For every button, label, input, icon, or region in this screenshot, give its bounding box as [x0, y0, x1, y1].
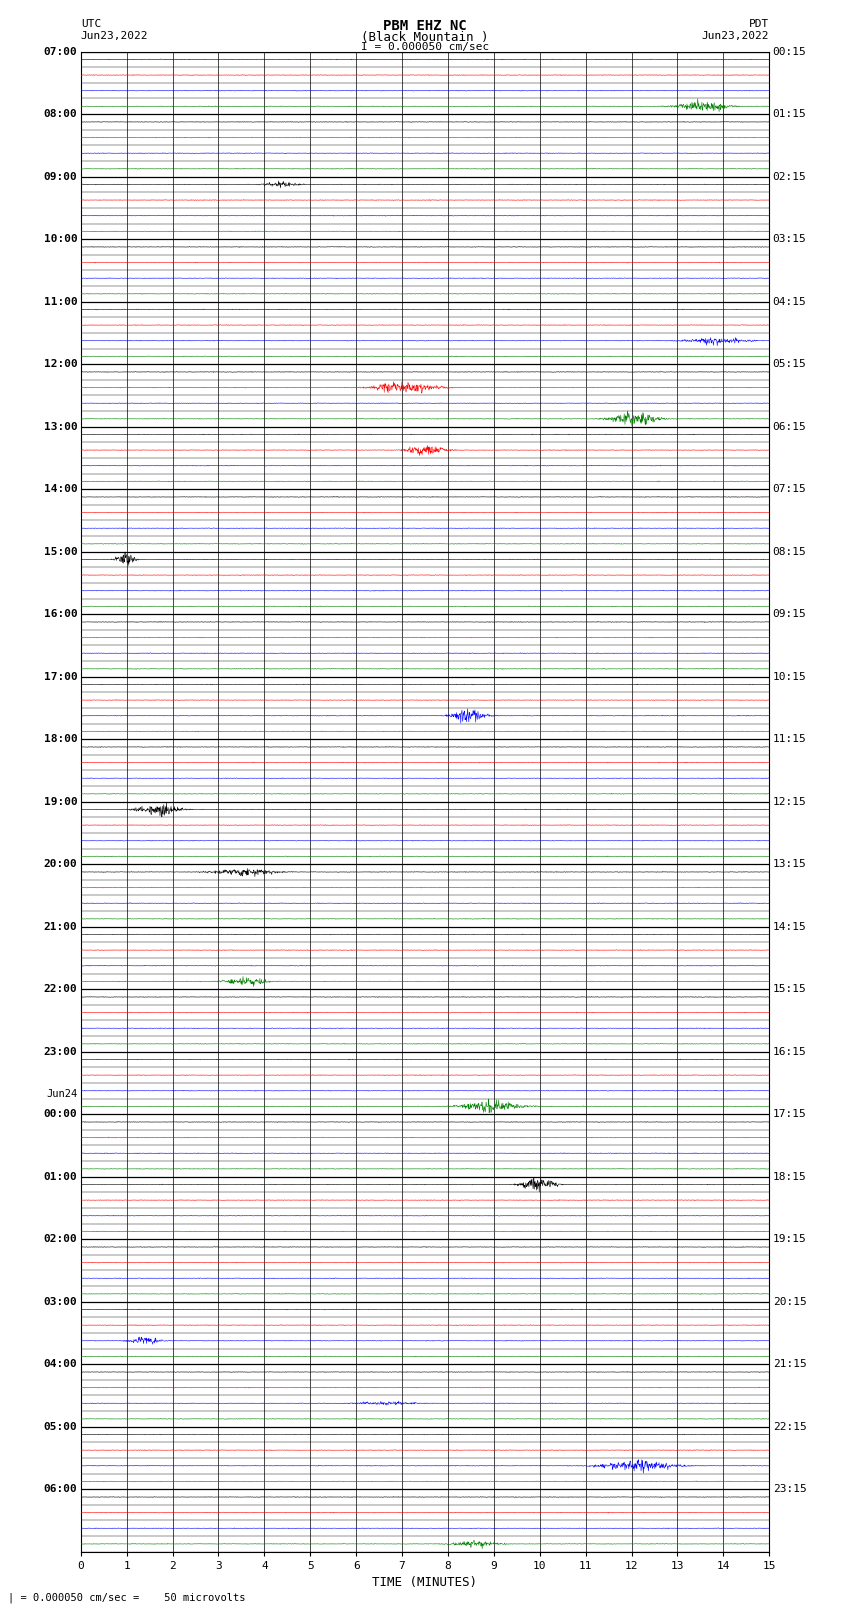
Text: 19:15: 19:15 [773, 1234, 807, 1244]
Text: 09:00: 09:00 [43, 171, 77, 182]
X-axis label: TIME (MINUTES): TIME (MINUTES) [372, 1576, 478, 1589]
Text: 00:00: 00:00 [43, 1110, 77, 1119]
Text: 12:00: 12:00 [43, 360, 77, 369]
Text: | = 0.000050 cm/sec =    50 microvolts: | = 0.000050 cm/sec = 50 microvolts [8, 1592, 246, 1603]
Text: 16:00: 16:00 [43, 610, 77, 619]
Text: 11:00: 11:00 [43, 297, 77, 306]
Text: 21:15: 21:15 [773, 1360, 807, 1369]
Text: 20:00: 20:00 [43, 860, 77, 869]
Text: 00:15: 00:15 [773, 47, 807, 56]
Text: 23:15: 23:15 [773, 1484, 807, 1494]
Text: 18:00: 18:00 [43, 734, 77, 744]
Text: 02:15: 02:15 [773, 171, 807, 182]
Text: 11:15: 11:15 [773, 734, 807, 744]
Text: UTC: UTC [81, 19, 101, 29]
Text: 07:15: 07:15 [773, 484, 807, 494]
Text: 22:15: 22:15 [773, 1421, 807, 1432]
Text: Jun23,2022: Jun23,2022 [81, 31, 148, 40]
Text: 14:00: 14:00 [43, 484, 77, 494]
Text: Jun23,2022: Jun23,2022 [702, 31, 769, 40]
Text: 15:15: 15:15 [773, 984, 807, 994]
Text: 23:00: 23:00 [43, 1047, 77, 1057]
Text: 18:15: 18:15 [773, 1171, 807, 1182]
Text: 12:15: 12:15 [773, 797, 807, 806]
Text: 02:00: 02:00 [43, 1234, 77, 1244]
Text: 13:15: 13:15 [773, 860, 807, 869]
Text: 05:15: 05:15 [773, 360, 807, 369]
Text: I = 0.000050 cm/sec: I = 0.000050 cm/sec [361, 42, 489, 52]
Text: 16:15: 16:15 [773, 1047, 807, 1057]
Text: 17:00: 17:00 [43, 671, 77, 682]
Text: 06:00: 06:00 [43, 1484, 77, 1494]
Text: 08:15: 08:15 [773, 547, 807, 556]
Text: PDT: PDT [749, 19, 769, 29]
Text: PBM EHZ NC: PBM EHZ NC [383, 19, 467, 34]
Text: 03:15: 03:15 [773, 234, 807, 244]
Text: 22:00: 22:00 [43, 984, 77, 994]
Text: 10:15: 10:15 [773, 671, 807, 682]
Text: 15:00: 15:00 [43, 547, 77, 556]
Text: Jun24: Jun24 [46, 1089, 77, 1098]
Text: 09:15: 09:15 [773, 610, 807, 619]
Text: 06:15: 06:15 [773, 421, 807, 432]
Text: (Black Mountain ): (Black Mountain ) [361, 31, 489, 44]
Text: 19:00: 19:00 [43, 797, 77, 806]
Text: 14:15: 14:15 [773, 921, 807, 932]
Text: 05:00: 05:00 [43, 1421, 77, 1432]
Text: 21:00: 21:00 [43, 921, 77, 932]
Text: 01:00: 01:00 [43, 1171, 77, 1182]
Text: 17:15: 17:15 [773, 1110, 807, 1119]
Text: 04:15: 04:15 [773, 297, 807, 306]
Text: 13:00: 13:00 [43, 421, 77, 432]
Text: 20:15: 20:15 [773, 1297, 807, 1307]
Text: 01:15: 01:15 [773, 110, 807, 119]
Text: 04:00: 04:00 [43, 1360, 77, 1369]
Text: 07:00: 07:00 [43, 47, 77, 56]
Text: 10:00: 10:00 [43, 234, 77, 244]
Text: 08:00: 08:00 [43, 110, 77, 119]
Text: 03:00: 03:00 [43, 1297, 77, 1307]
